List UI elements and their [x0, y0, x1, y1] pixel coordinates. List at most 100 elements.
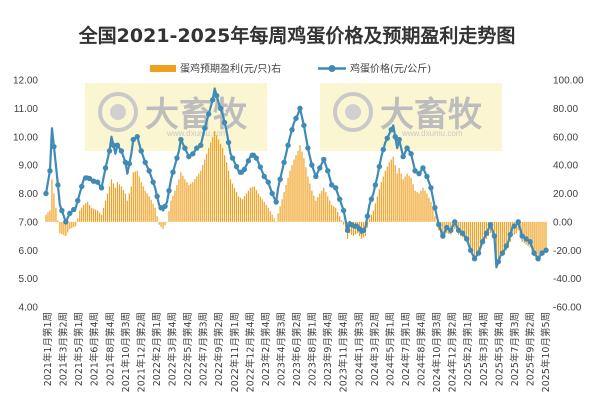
profit-bar	[470, 221, 472, 251]
x-tick-label: 2023年11月第4周	[338, 312, 350, 392]
price-point	[213, 92, 220, 99]
profit-bar	[249, 187, 251, 222]
price-point	[459, 230, 466, 236]
profit-bar	[414, 190, 416, 222]
x-axis: 2021年1月第1周 2021年3月第2周 2021年5月第1周 2021年6月第4周…	[42, 312, 552, 392]
profit-bar	[202, 165, 204, 222]
profit-bar	[384, 170, 386, 222]
price-point	[503, 243, 510, 249]
profit-bar	[206, 153, 208, 222]
profit-bar	[404, 176, 406, 222]
profit-bar	[182, 175, 184, 222]
price-point	[329, 182, 335, 188]
profit-bar	[130, 186, 132, 222]
profit-bar	[126, 200, 128, 222]
profit-bar	[273, 218, 275, 222]
profit-bar	[388, 162, 390, 222]
profit-bar	[132, 172, 134, 222]
watermark-logo-icon	[98, 92, 138, 132]
price-point	[146, 168, 152, 174]
watermark-brand: 大畜牧	[145, 95, 248, 135]
price-point	[281, 159, 287, 165]
x-tick-label: 2022年2月第1周	[151, 312, 163, 386]
profit-bar	[172, 195, 174, 222]
price-point	[154, 193, 160, 200]
profit-bar	[412, 184, 414, 222]
right-tick-label: 20.00	[553, 189, 578, 200]
profit-bar	[158, 221, 160, 225]
profit-bar	[71, 221, 73, 229]
profit-bar	[138, 176, 140, 222]
profit-bar	[89, 204, 91, 222]
profit-bar	[204, 159, 206, 222]
profit-bar	[49, 210, 51, 222]
price-point	[118, 148, 125, 154]
profit-bar	[87, 202, 89, 222]
profit-bar	[174, 190, 176, 222]
price-point	[257, 164, 263, 170]
profit-bar	[176, 184, 178, 222]
legend: 蛋鸡预期盈利(元/只)右 鸡蛋价格(元/公斤)	[150, 62, 431, 75]
profit-bar	[73, 221, 75, 228]
profit-bar	[208, 148, 210, 222]
profit-bar	[243, 196, 246, 222]
profit-bar	[267, 207, 269, 222]
profit-bar	[257, 193, 259, 222]
profit-bar	[386, 166, 388, 222]
profit-bar	[65, 221, 67, 237]
profit-bar	[166, 221, 168, 223]
profit-bar	[333, 206, 335, 222]
price-point	[531, 250, 537, 256]
profit-bar	[370, 214, 372, 222]
profit-bar	[485, 221, 488, 239]
price-point	[404, 145, 410, 151]
x-tick-label: 2021年10月第3周	[120, 312, 132, 392]
price-point	[467, 247, 474, 253]
price-point	[364, 213, 371, 219]
profit-bar	[378, 189, 380, 222]
price-point	[209, 97, 216, 103]
x-tick-label: 2021年12月第2周	[135, 312, 147, 392]
profit-bar	[45, 214, 47, 222]
profit-bar	[263, 202, 265, 222]
profit-bar	[162, 221, 164, 229]
x-tick-label: 2024年8月第4周	[416, 312, 428, 386]
profit-bar	[265, 204, 267, 222]
profit-bar	[521, 221, 523, 242]
profit-bar	[253, 186, 255, 222]
profit-bar	[339, 216, 341, 222]
profit-bar	[221, 148, 224, 222]
profit-bar	[468, 221, 470, 246]
profit-bar	[190, 183, 192, 222]
profit-bar	[539, 221, 541, 259]
profit-bar	[196, 176, 198, 222]
right-tick-label: -20.00	[553, 246, 582, 257]
price-point	[527, 239, 533, 245]
price-point	[269, 190, 275, 197]
profit-bar	[309, 183, 311, 222]
profit-bar	[289, 170, 291, 222]
price-point	[428, 185, 434, 191]
profit-bar	[329, 200, 331, 222]
profit-bar	[100, 214, 103, 222]
profit-bar	[93, 208, 95, 222]
profit-bar	[261, 199, 263, 222]
price-point	[229, 155, 236, 161]
profit-bar	[279, 206, 281, 222]
price-point	[79, 183, 85, 190]
price-point	[507, 231, 513, 238]
profit-bar	[477, 221, 480, 254]
profit-bar	[55, 207, 57, 222]
price-point	[237, 169, 244, 175]
x-tick-label: 2023年8月第1周	[307, 312, 319, 386]
price-point	[178, 136, 184, 143]
profit-bar	[481, 221, 484, 245]
profit-bar	[325, 192, 327, 222]
profit-bar	[114, 187, 117, 222]
price-point	[412, 168, 418, 174]
price-point	[75, 197, 81, 204]
x-tick-label: 2025年3月第4周	[478, 312, 490, 386]
profit-bar	[61, 221, 63, 235]
price-point	[245, 158, 252, 164]
